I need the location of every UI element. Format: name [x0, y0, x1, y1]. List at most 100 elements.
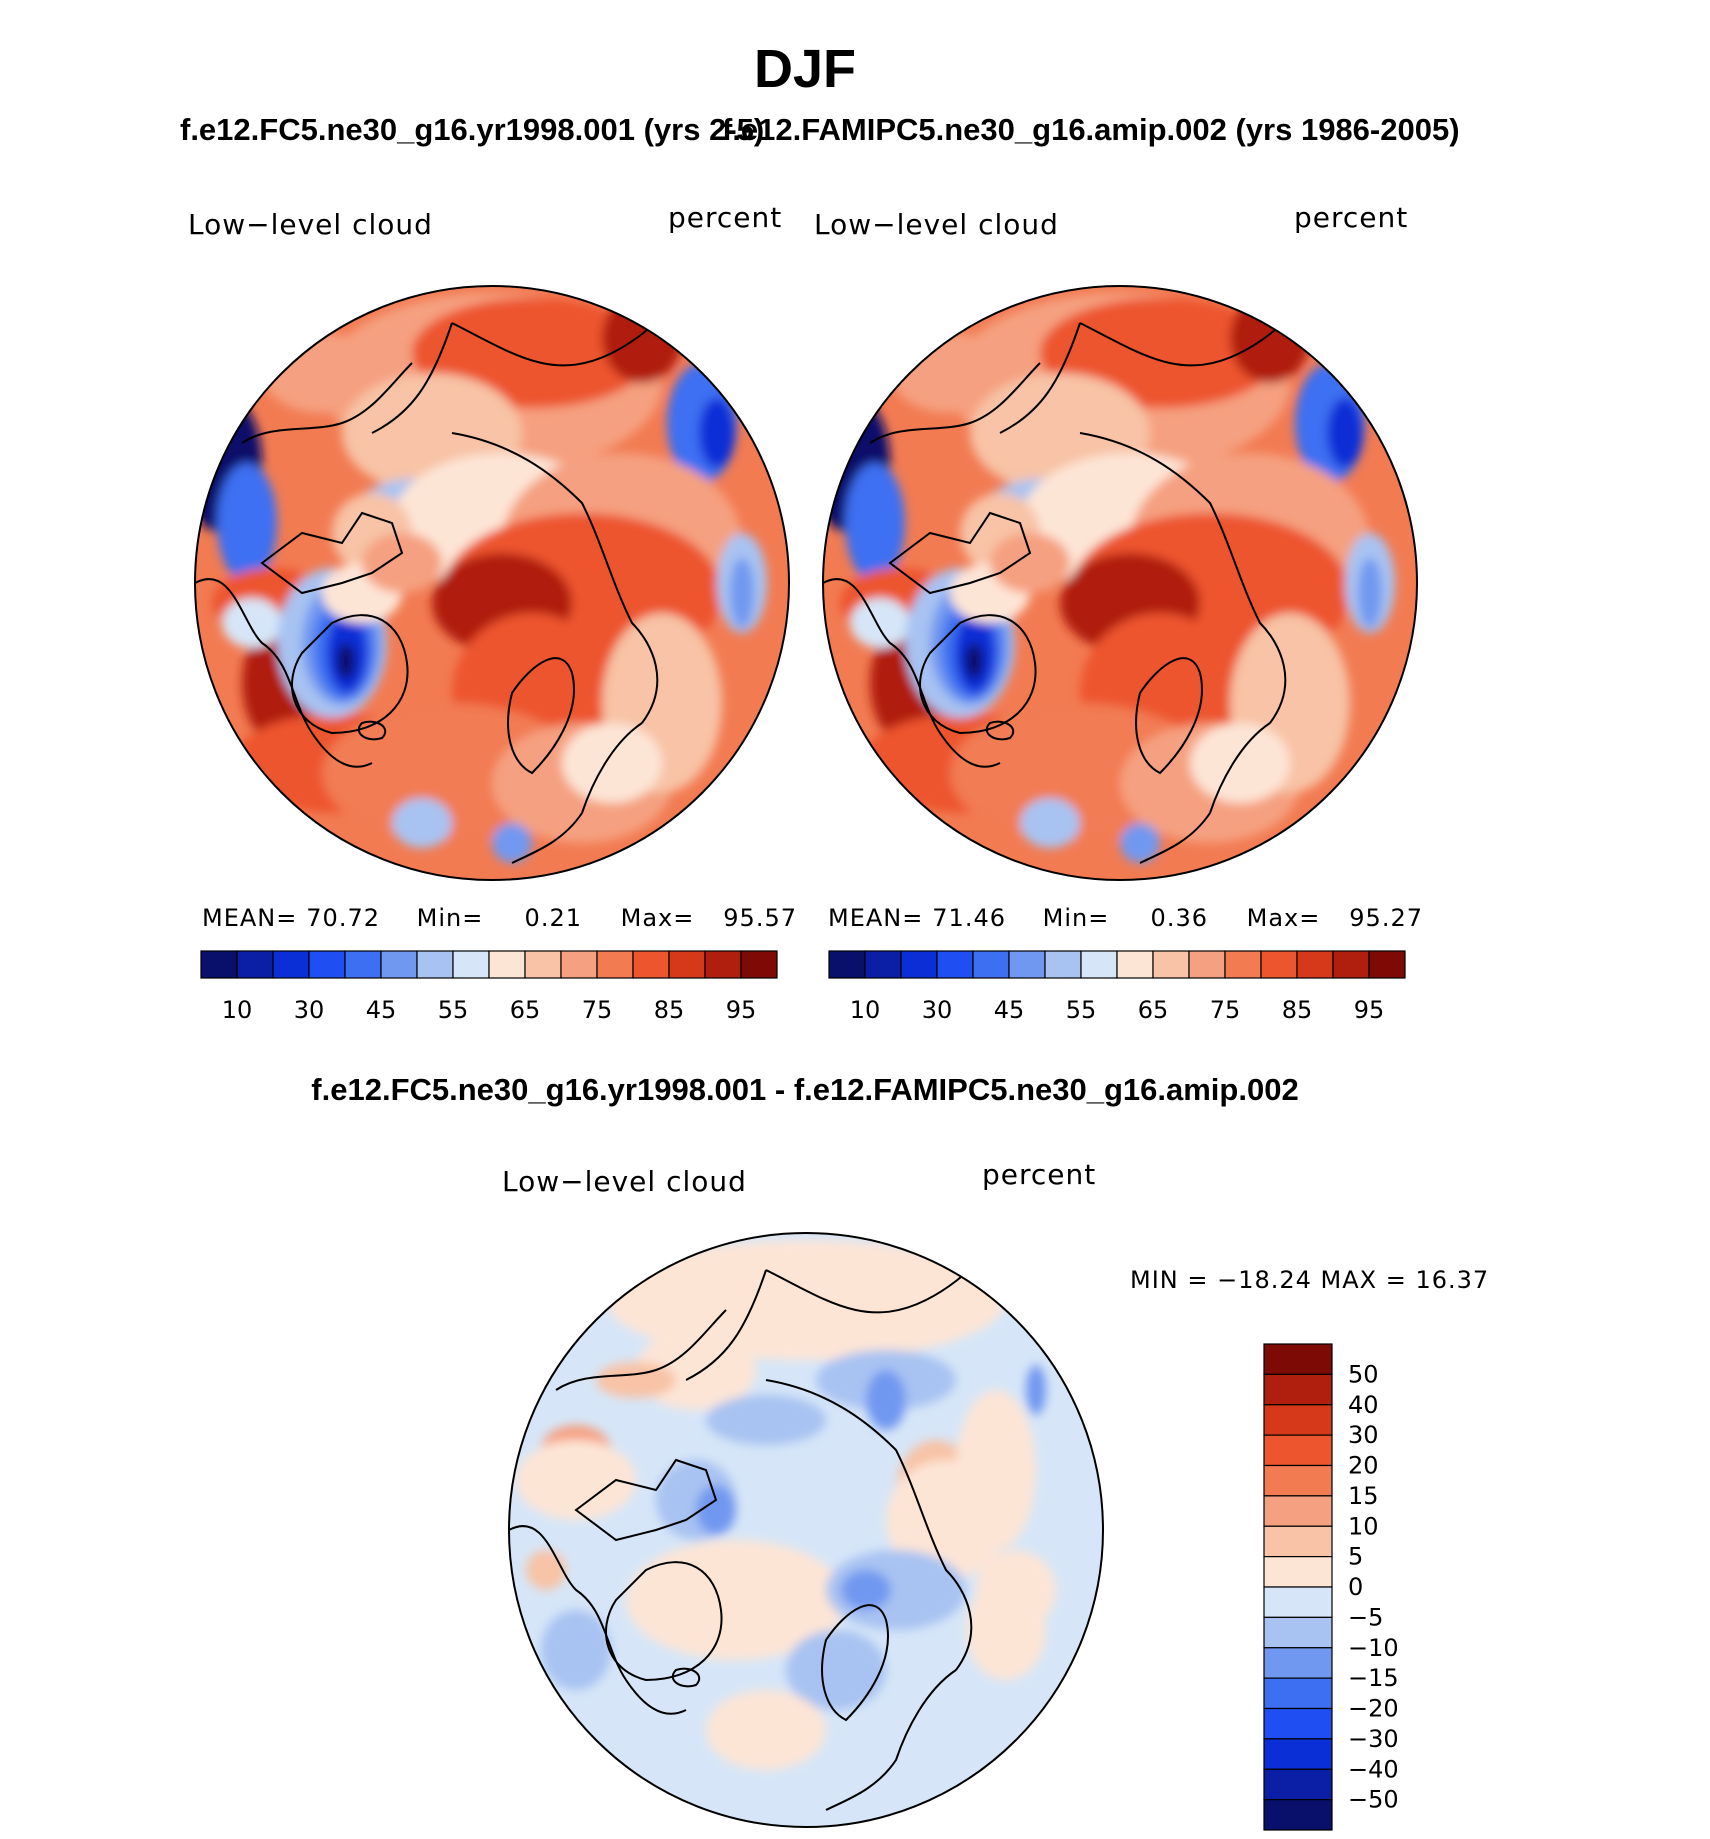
colorbar-tick-label: 10 — [850, 996, 881, 1024]
panel-1-title: f.e12.FC5.ne30_g16.yr1998.001 (yrs 2-5) — [180, 112, 765, 147]
panel-3-units-label: percent — [982, 1158, 1097, 1191]
colorbar-cell — [1152, 950, 1190, 979]
colorbar-cell — [344, 950, 382, 979]
contour-region — [492, 823, 532, 863]
colorbar-tick-label: 10 — [222, 996, 253, 1024]
colorbar-cell — [900, 950, 938, 979]
colorbar-cell — [1263, 1707, 1333, 1740]
contour-region — [516, 1440, 636, 1520]
contour-region — [706, 1395, 826, 1445]
difference-title: f.e12.FC5.ne30_g16.yr1998.001 - f.e12.FA… — [311, 1072, 1299, 1107]
colorbar-cell — [524, 950, 562, 979]
colorbar-cell — [1263, 1647, 1333, 1679]
contour-region — [730, 558, 754, 628]
min-label: Min= — [1042, 904, 1110, 932]
colorbar-tick-label: 65 — [1138, 996, 1169, 1024]
colorbar-cell — [200, 950, 238, 979]
colorbar-tick-label: −40 — [1348, 1755, 1399, 1783]
contour-region — [966, 1580, 1046, 1680]
colorbar-cell — [308, 950, 346, 979]
mean-value: 70.72 — [306, 904, 380, 932]
colorbar-cell — [236, 950, 274, 979]
colorbar-cell — [1188, 950, 1226, 979]
panel-2-stats: MEAN= 71.46 Min= 0.36 Max= 95.27 — [828, 904, 1423, 932]
colorbar-tick-label: −30 — [1348, 1725, 1399, 1753]
colorbar-tick-label: 45 — [994, 996, 1025, 1024]
contour-region — [866, 1370, 906, 1430]
map-border — [508, 1232, 1104, 1828]
colorbar-cell — [596, 950, 634, 979]
colorbar-cell — [416, 950, 454, 979]
colorbar-tick-label: 15 — [1348, 1482, 1379, 1510]
colorbar-cell — [1263, 1525, 1333, 1558]
max-label: Max= — [1246, 904, 1321, 932]
max-value: 95.27 — [1349, 904, 1423, 932]
contour-region — [526, 1550, 566, 1590]
contour-region — [217, 463, 277, 583]
colorbar-cell — [1224, 950, 1262, 979]
polar-map-difference — [508, 1232, 1104, 1828]
contour-region — [696, 1485, 736, 1535]
colorbar-cell — [828, 950, 866, 979]
colorbar-cell — [1263, 1464, 1333, 1497]
contour-region — [562, 723, 662, 803]
colorbar-cell — [1080, 950, 1118, 979]
colorbar-cell — [704, 950, 742, 979]
polar-map-panel-2 — [822, 285, 1418, 881]
colorbar-cell — [936, 950, 974, 979]
contour-region — [1190, 723, 1290, 803]
contour-region — [850, 598, 910, 648]
colorbar-tick-label: −15 — [1348, 1664, 1399, 1692]
colorbar-cell — [1263, 1586, 1333, 1618]
colorbar-tick-label: 75 — [582, 996, 613, 1024]
colorbar-tick-label: −10 — [1348, 1634, 1399, 1662]
contour-region — [626, 1540, 846, 1660]
contour-region — [990, 533, 1070, 593]
contour-region — [1020, 798, 1080, 848]
colorbar-cell — [488, 950, 526, 979]
colorbar-tick-label: 30 — [1348, 1421, 1379, 1449]
colorbar-panel-2: 10 30 45 55 65 75 85 95 — [828, 950, 1406, 1024]
colorbar-tick-label: 30 — [294, 996, 325, 1024]
polar-map-panel-1 — [194, 285, 790, 881]
colorbar-cell — [1263, 1434, 1333, 1467]
contour-region — [786, 1630, 886, 1710]
colorbar-cell — [1260, 950, 1298, 979]
panel-1-variable-label: Low−level cloud — [188, 208, 433, 241]
panel-2-units-label: percent — [1294, 201, 1409, 234]
coastline — [509, 1239, 1007, 1811]
colorbar-tick-label: −20 — [1348, 1695, 1399, 1723]
colorbar-cell — [1332, 950, 1370, 979]
panel-3-variable-label: Low−level cloud — [502, 1165, 747, 1198]
colorbar-cell — [452, 950, 490, 979]
contour-region — [826, 1550, 966, 1630]
colorbar-cell — [1263, 1738, 1333, 1770]
colorbar-tick-label: 65 — [510, 996, 541, 1024]
colorbar-tick-label: −5 — [1348, 1603, 1383, 1631]
colorbar-tick-label: 20 — [1348, 1452, 1379, 1480]
colorbar-tick-label: 85 — [1282, 996, 1313, 1024]
mean-label: MEAN= — [828, 904, 924, 932]
panel-2-title: f.e12.FAMIPC5.ne30_g16.amip.002 (yrs 198… — [722, 112, 1460, 147]
colorbar-cell — [272, 950, 310, 979]
max-value: 95.57 — [723, 904, 797, 932]
colorbar-cell — [1263, 1495, 1333, 1527]
colorbar-cell — [740, 950, 778, 979]
colorbar-cell — [1263, 1343, 1333, 1375]
colorbar-cell — [1263, 1404, 1333, 1436]
colorbar-tick-label: 45 — [366, 996, 397, 1024]
colorbar-cell — [864, 950, 902, 979]
colorbar-tick-label: 85 — [654, 996, 685, 1024]
contour-region — [222, 598, 282, 648]
colorbar-panel-1: 10 30 45 55 65 75 85 95 — [200, 950, 778, 1024]
panel-1-stats: MEAN= 70.72 Min= 0.21 Max= 95.57 — [202, 904, 797, 932]
colorbar-tick-label: 5 — [1348, 1543, 1363, 1571]
contour-region — [541, 1610, 611, 1690]
contour-region — [362, 533, 442, 593]
contour-region — [1026, 1365, 1046, 1415]
colorbar-tick-label: 40 — [1348, 1391, 1379, 1419]
contour-region — [841, 1570, 891, 1610]
coastline — [823, 292, 1321, 864]
contour-region — [1230, 293, 1310, 383]
contour-region — [706, 1690, 826, 1770]
